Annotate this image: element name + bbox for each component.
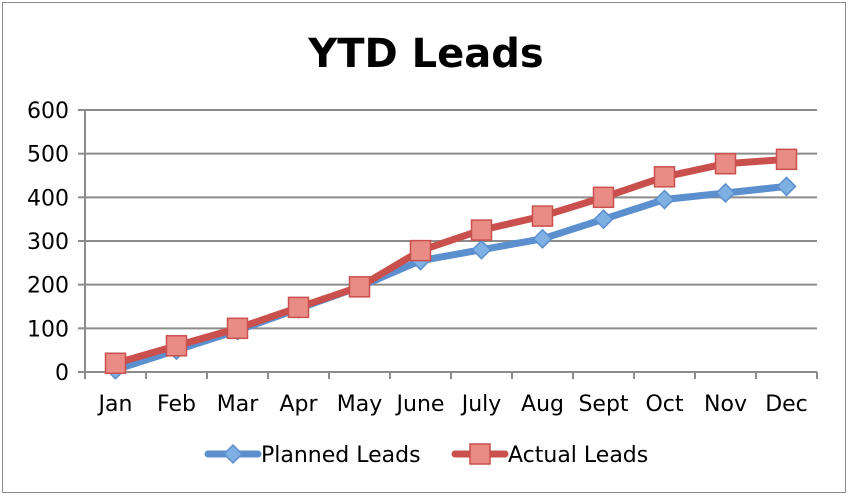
y-tick-label: 500	[27, 143, 69, 168]
x-tick-label: Dec	[765, 392, 808, 417]
planned-leads-point	[715, 182, 736, 204]
series-layer	[104, 148, 798, 380]
actual-leads-point	[531, 205, 554, 227]
legend-label-actual-leads: Actual Leads	[508, 443, 648, 468]
actual-leads-point	[348, 276, 371, 298]
actual-leads-point	[287, 296, 310, 319]
planned-leads-point	[776, 176, 797, 197]
actual-leads-point	[409, 239, 432, 262]
actual-leads-point	[653, 166, 676, 188]
y-tick-label: 100	[27, 317, 69, 342]
planned-leads-line	[112, 182, 790, 374]
actual-leads-point	[470, 219, 493, 241]
actual-leads-point	[226, 317, 249, 340]
x-tick-label: Oct	[645, 392, 683, 417]
y-axis-ticks: 0 100 200 300 400 500 600	[27, 99, 85, 386]
x-tick-label: May	[337, 392, 382, 417]
ytd-leads-chart: YTD Leads 0 100 200 300 400 500 600 Jan Feb Mar A…	[27, 31, 818, 468]
y-tick-label: 600	[27, 99, 69, 124]
actual-leads-point	[104, 352, 127, 375]
x-tick-label: Mar	[217, 392, 259, 417]
legend-label-planned-leads: Planned Leads	[261, 443, 421, 468]
x-tick-label: Aug	[521, 392, 564, 417]
x-tick-label: Apr	[279, 392, 318, 417]
y-tick-label: 400	[27, 186, 69, 211]
legend-marker-actual-leads	[469, 443, 491, 465]
legend-marker-planned-leads	[222, 443, 244, 465]
planned-leads-point	[593, 209, 614, 230]
x-axis-ticks: Jan Feb Mar Apr May June July Aug Sept Oct Nov Dec	[84, 372, 818, 417]
y-tick-label: 300	[27, 230, 69, 255]
x-tick-label: Nov	[704, 392, 747, 417]
chart-title: YTD Leads	[307, 31, 543, 77]
actual-leads-point	[165, 335, 188, 357]
planned-leads-point	[654, 189, 675, 210]
x-tick-label: June	[395, 392, 445, 417]
actual-leads-point	[714, 152, 737, 175]
planned-leads-point	[532, 228, 553, 249]
y-tick-label: 200	[27, 274, 69, 299]
y-tick-label: 0	[55, 361, 69, 386]
planned-leads-point	[471, 239, 492, 260]
actual-leads-point	[775, 148, 798, 171]
x-tick-label: July	[460, 392, 502, 417]
legend: Planned Leads Actual Leads	[204, 443, 648, 468]
x-tick-label: Jan	[97, 392, 133, 417]
gridlines	[85, 109, 817, 330]
actual-leads-point	[592, 186, 615, 209]
actual-leads-line	[112, 155, 790, 367]
x-tick-label: Feb	[157, 392, 196, 417]
x-tick-label: Sept	[578, 392, 628, 417]
